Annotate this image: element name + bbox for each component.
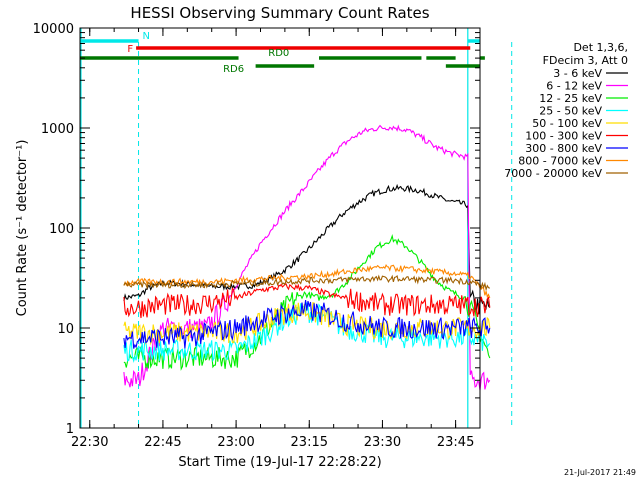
legend-entry-label-2: 12 - 25 keV [539,92,602,105]
x-tick-label-4: 23:30 [364,435,401,450]
y-tick-label-1: 10 [57,322,74,337]
x-tick-label-5: 23:45 [437,435,474,450]
legend-entry-label-3: 25 - 50 keV [539,105,602,118]
flag-label-f: F [127,44,133,55]
plot-area: NF RD0 RD6 [80,28,513,428]
y-tick-label-3: 1000 [41,122,74,137]
series-line-6 [123,300,491,349]
legend-entry-label-6: 300 - 800 keV [525,142,602,155]
legend-entry-label-0: 3 - 6 keV [553,67,602,80]
legend-header-line-2: FDecim 3, Att 0 [543,54,628,67]
x-axis-ticks: 22:30 22:45 23:00 23:15 23:30 23:45 [71,28,474,450]
series-line-5 [123,283,491,319]
y-tick-label-4: 10000 [33,22,74,37]
x-tick-label-1: 22:45 [144,435,181,450]
flag-bars: NF RD0 RD6 [80,31,485,75]
y-tick-label-0: 1 [66,422,74,437]
series-line-7 [123,263,491,299]
series-line-4 [123,302,491,346]
generation-timestamp: 21-Jul-2017 21:49 [564,468,636,477]
series-line-8 [123,274,490,292]
x-tick-label-3: 23:15 [291,435,328,450]
series-line-0 [123,183,491,315]
series-line-1 [123,124,491,391]
x-tick-label-0: 22:30 [71,435,108,450]
x-tick-label-2: 23:00 [217,435,254,450]
legend-entry-label-1: 6 - 12 keV [546,80,602,93]
flag-label-n: N [143,31,150,42]
flag-label-rd6: RD6 [223,64,244,75]
legend-entry-label-7: 800 - 7000 keV [518,155,602,168]
legend-header-line-1: Det 1,3,6, [573,41,628,54]
legend-entry-label-4: 50 - 100 keV [532,117,602,130]
y-tick-label-2: 100 [49,222,74,237]
y-axis-ticks: 1 10 100 1000 10000 [33,22,480,437]
flag-label-rd0: RD0 [268,48,289,59]
chart-title: HESSI Observing Summary Count Rates [130,4,429,22]
series-lines [123,124,491,391]
legend-entry-label-8: 7000 - 20000 keV [504,167,602,180]
y-axis-label: Count Rate (s⁻¹ detector⁻¹) [15,140,30,317]
x-axis-label: Start Time (19-Jul-17 22:28:22) [178,455,381,470]
legend-entry-label-5: 100 - 300 keV [525,130,602,143]
